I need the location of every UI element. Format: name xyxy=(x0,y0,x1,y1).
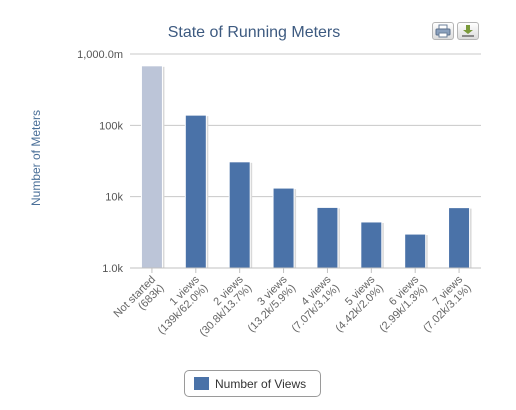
chart-title: State of Running Meters xyxy=(168,24,341,41)
y-tick-label: 1,000.0m xyxy=(77,49,123,61)
x-axis: Not started(683k) 1 views(139k/62.0%) 2 vi… xyxy=(112,268,474,339)
bar-4-views[interactable] xyxy=(316,206,339,269)
printer-icon xyxy=(435,24,451,38)
bar-not-started[interactable] xyxy=(140,65,163,269)
print-button[interactable] xyxy=(432,22,454,40)
bar-7-views[interactable] xyxy=(448,207,471,269)
grid xyxy=(130,53,481,198)
bar-5-views[interactable] xyxy=(360,221,383,269)
legend-swatch xyxy=(194,377,209,390)
y-tick-label: 10k xyxy=(105,192,123,204)
y-axis-label: Number of Meters xyxy=(29,110,43,206)
download-icon xyxy=(462,25,474,37)
bar-2-views[interactable] xyxy=(228,161,251,269)
bar-1-views[interactable] xyxy=(184,114,207,269)
y-tick-label: 1.0k xyxy=(102,263,123,275)
y-tick-label: 100k xyxy=(99,120,123,132)
x-tick-label: 7 views(7.02k/3.1%) xyxy=(421,273,474,334)
bar-6-views[interactable] xyxy=(404,233,427,269)
x-tick-label: Not started(683k) xyxy=(112,274,167,321)
export-button[interactable] xyxy=(457,22,479,40)
bar-3-views[interactable] xyxy=(272,187,295,269)
y-axis: 1,000.0m 100k 10k 1.0k xyxy=(77,49,123,275)
legend-item[interactable]: Number of Views xyxy=(184,370,321,397)
bars xyxy=(140,65,472,269)
legend-label: Number of Views xyxy=(215,376,307,391)
